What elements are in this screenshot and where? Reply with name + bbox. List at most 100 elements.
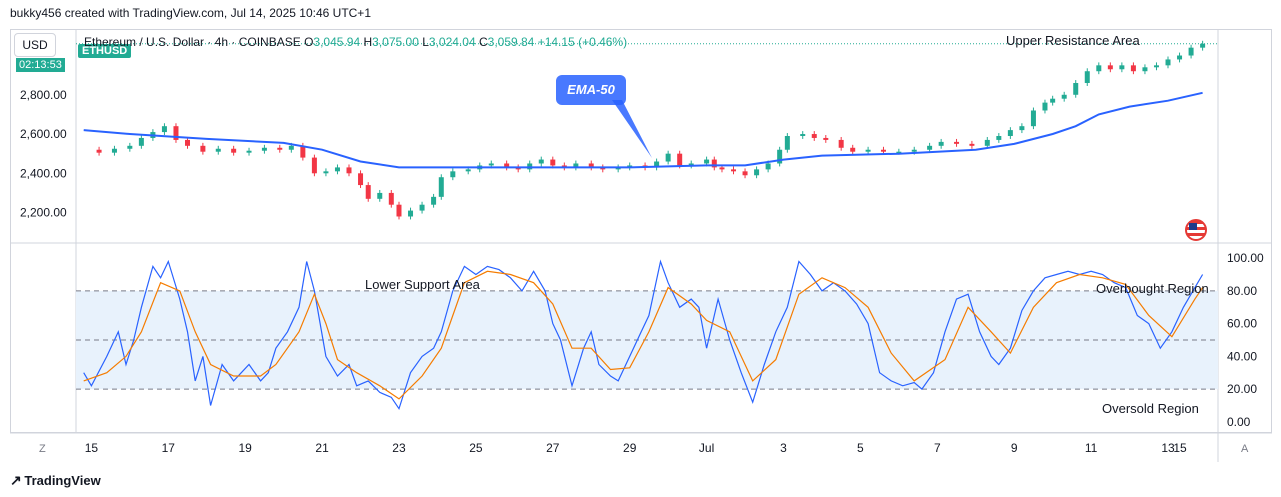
stoch-tick-label: 60.00 <box>1227 317 1257 331</box>
time-tick-label: 19 <box>239 441 253 455</box>
price-tick-label: 2,600.00 <box>20 127 67 141</box>
candle-body <box>111 148 117 153</box>
candle-body <box>777 149 783 164</box>
ema-callout: EMA-50 <box>556 75 626 105</box>
candle-body <box>1200 43 1206 48</box>
candle-body <box>954 141 960 144</box>
ema-50-line <box>83 91 1203 169</box>
ema-callout-pointer <box>612 100 652 158</box>
time-tick-label: 25 <box>469 441 483 455</box>
candle-body <box>1042 102 1048 111</box>
candle-body <box>288 145 294 150</box>
legend-open: 3,045.94 <box>313 35 361 49</box>
legend-high-label: H <box>363 35 373 49</box>
legend-change: +14.15 (+0.46%) <box>537 35 628 49</box>
candle-body <box>850 147 856 152</box>
candle-body <box>823 137 829 140</box>
time-tick-label: 9 <box>1011 441 1018 455</box>
price-tick-label: 2,800.00 <box>20 88 67 102</box>
candle-body <box>538 159 544 164</box>
candle-body <box>408 210 414 217</box>
candle-body <box>450 171 456 178</box>
time-tick-label: Jul <box>699 441 714 455</box>
time-tick-label: 13 <box>1161 441 1175 455</box>
currency-button[interactable]: USD <box>14 33 56 57</box>
candle-body <box>488 163 494 166</box>
zoom-button[interactable]: Z <box>39 443 46 455</box>
lower-support-label: Lower Support Area <box>365 277 480 292</box>
candle-body <box>1073 83 1079 95</box>
candle-body <box>754 169 760 176</box>
candle-body <box>200 145 206 152</box>
legend-low: 3,024.04 <box>428 35 476 49</box>
candle-body <box>984 139 990 146</box>
candle-body <box>573 163 579 168</box>
candle-body <box>173 126 179 140</box>
stoch-tick-label: 20.00 <box>1227 382 1257 396</box>
candle-body <box>365 185 371 199</box>
stochastic-pane: 100.00 80.00 60.00 40.00 20.00 0.00 <box>76 251 1264 429</box>
candle-body <box>161 126 167 133</box>
time-tick-label: 5 <box>857 441 864 455</box>
candle-body <box>1096 65 1102 72</box>
candle-body <box>896 151 902 154</box>
tradingview-logo: ↗︎ TradingView <box>10 472 101 489</box>
candle-body <box>396 204 402 217</box>
candle-body <box>688 163 694 166</box>
stoch-d-line <box>83 270 1204 400</box>
symbol-legend[interactable]: Ethereum / U.S. Dollar · 4h · COINBASE O… <box>84 35 627 49</box>
tradingview-brand: TradingView <box>24 473 101 488</box>
legend-close: 3,059.84 <box>487 35 535 49</box>
candle-body <box>504 163 510 168</box>
candle-body <box>719 167 725 170</box>
upper-resistance-label: Upper Resistance Area <box>1006 33 1140 48</box>
candle-body <box>969 143 975 146</box>
stoch-tick-label: 0.00 <box>1227 415 1251 429</box>
candle-body <box>277 147 283 150</box>
candle-body <box>138 137 144 146</box>
stoch-tick-label: 100.00 <box>1227 251 1264 265</box>
us-flag-icon <box>1185 219 1207 241</box>
candle-body <box>334 167 340 172</box>
time-tick-label: 15 <box>85 441 99 455</box>
candle-body <box>323 171 329 174</box>
candle-body <box>346 167 352 174</box>
candle-body <box>1119 65 1125 70</box>
candle-body <box>665 153 671 162</box>
candle-body <box>550 159 556 166</box>
price-tick-label: 2,400.00 <box>20 166 67 180</box>
price-tick-label: 2,200.00 <box>20 206 67 220</box>
candle-body <box>377 192 383 199</box>
time-tick-label: 17 <box>162 441 176 455</box>
candle-body <box>1165 59 1171 66</box>
candle-body <box>185 139 191 146</box>
candle-body <box>246 150 252 153</box>
stoch-k-line <box>83 259 1204 411</box>
candle-body <box>1142 67 1148 72</box>
countdown-badge: 02:13:53 <box>16 58 65 72</box>
candle-body <box>1061 94 1067 99</box>
time-tick-label: 11 <box>1085 441 1098 455</box>
candle-body <box>1050 98 1056 103</box>
stoch-tick-label: 80.00 <box>1227 284 1257 298</box>
candle-body <box>927 145 933 150</box>
time-tick-label: 15 <box>1173 441 1187 455</box>
legend-low-label: L <box>422 35 429 49</box>
candle-body <box>742 171 748 176</box>
candle-body <box>1130 65 1136 72</box>
candle-body <box>996 136 1002 140</box>
oversold-label: Oversold Region <box>1102 401 1199 416</box>
candle-body <box>1107 65 1113 70</box>
candle-body <box>231 148 237 153</box>
candle-body <box>465 169 471 172</box>
overbought-label: Overbought Region <box>1096 281 1209 296</box>
candle-body <box>800 134 806 136</box>
candle-body <box>588 163 594 168</box>
candle-body <box>1177 55 1183 60</box>
auto-scale-button[interactable]: A <box>1241 443 1249 455</box>
candle-body <box>431 196 437 205</box>
tradingview-icon: ↗︎ <box>10 472 22 488</box>
candle-body <box>419 204 425 211</box>
candle-body <box>358 173 364 186</box>
